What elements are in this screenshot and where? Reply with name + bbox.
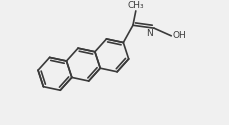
Text: OH: OH — [172, 31, 185, 40]
Text: N: N — [146, 29, 152, 38]
Text: CH₃: CH₃ — [127, 1, 144, 10]
